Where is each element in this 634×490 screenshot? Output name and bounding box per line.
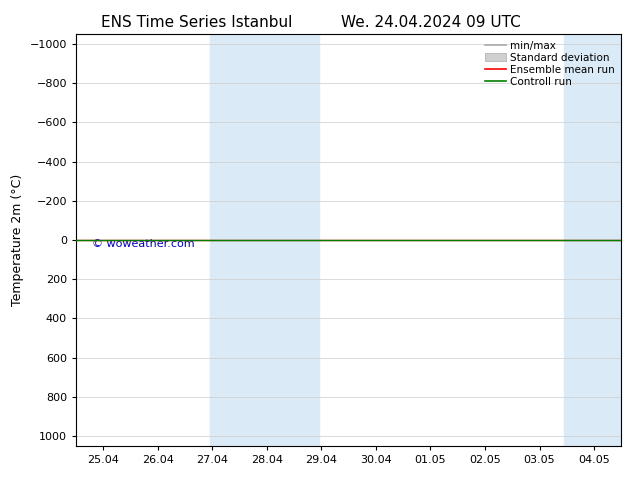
Legend: min/max, Standard deviation, Ensemble mean run, Controll run: min/max, Standard deviation, Ensemble me…	[482, 37, 618, 90]
Text: We. 24.04.2024 09 UTC: We. 24.04.2024 09 UTC	[341, 15, 521, 30]
Text: © woweather.com: © woweather.com	[93, 239, 195, 249]
Bar	[564, 34, 621, 446]
Text: ENS Time Series Istanbul: ENS Time Series Istanbul	[101, 15, 292, 30]
Bar	[210, 34, 319, 446]
Y-axis label: Temperature 2m (°C): Temperature 2m (°C)	[11, 174, 24, 306]
